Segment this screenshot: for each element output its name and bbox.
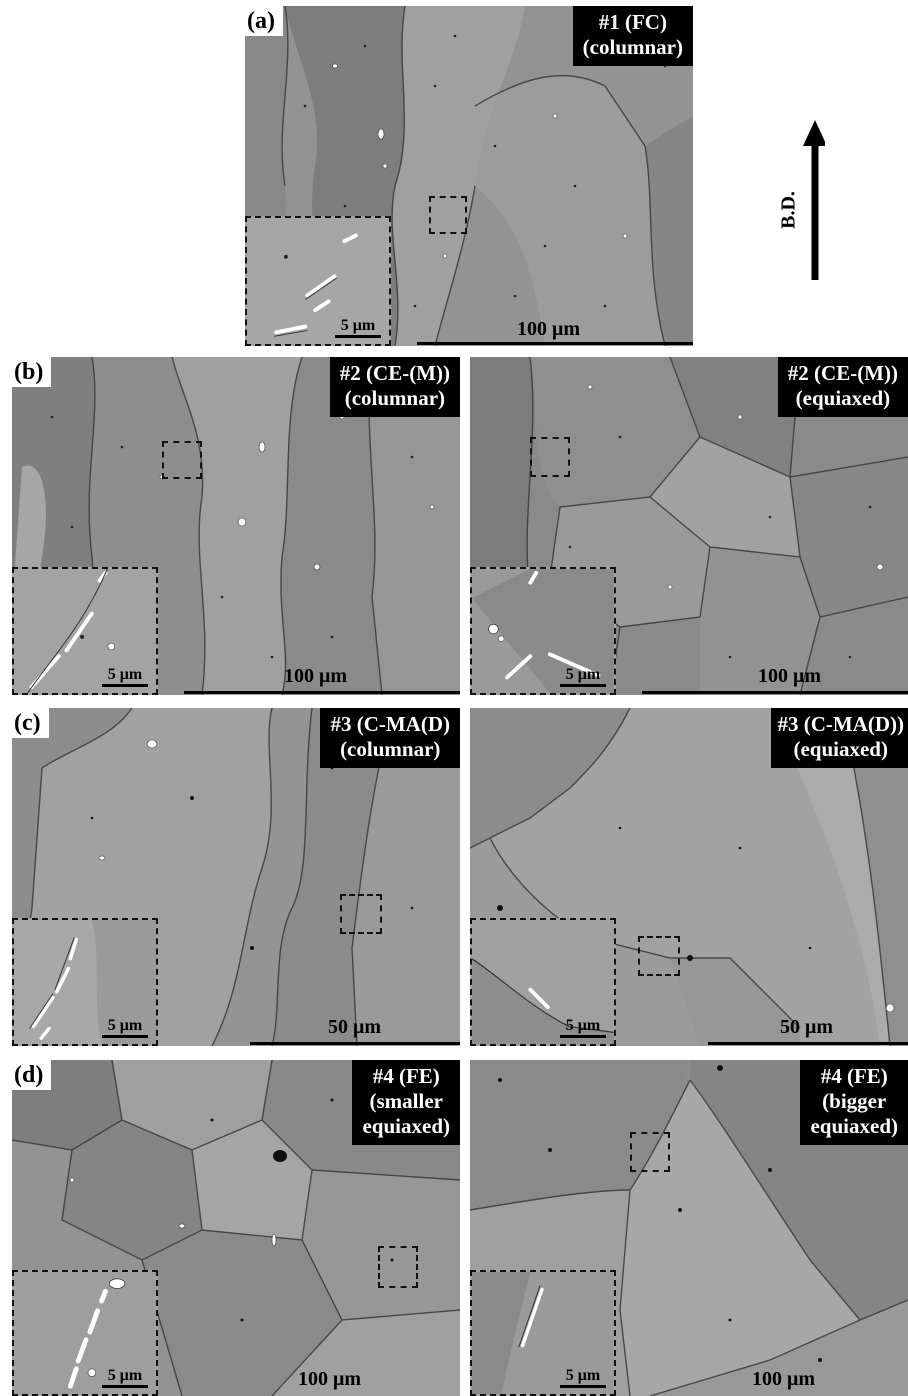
micrograph-image — [12, 357, 460, 695]
sample-label: #4 (FE) (smaller equiaxed) — [352, 1060, 460, 1145]
sample-label-line3: equiaxed) — [362, 1114, 450, 1138]
micrograph-panel-b-columnar: (b) #2 (CE-(M)) (columnar) 5 μm 100 μm — [12, 357, 460, 695]
scale-bar-text: 50 μm — [780, 1016, 833, 1038]
panel-letter: (c) — [12, 708, 49, 738]
micrograph-panel-b-equiaxed: #2 (CE-(M)) (equiaxed) 5 μm 100 μm — [470, 357, 908, 695]
sample-label-line2: (columnar) — [582, 35, 683, 59]
sample-label-line2: (equiaxed) — [793, 737, 888, 761]
inset-scale-text: 5 μm — [107, 666, 143, 683]
scale-bar-line — [642, 691, 908, 694]
sample-label: #3 (C-MA(D)) (equiaxed) — [771, 708, 908, 768]
region-of-interest-box — [630, 1132, 670, 1172]
inset-scale-text: 5 μm — [565, 666, 601, 683]
inset-scale-bar: 5 μm — [335, 318, 381, 338]
scale-bar-line — [417, 342, 693, 345]
region-of-interest-box — [530, 437, 570, 477]
sample-label-line1: #2 (CE-(M)) — [787, 361, 898, 385]
inset-scale-text: 5 μm — [565, 1017, 601, 1034]
region-of-interest-box — [340, 894, 382, 934]
magnified-inset: 5 μm — [12, 1270, 158, 1396]
scale-bar-text: 50 μm — [328, 1016, 381, 1038]
inset-scale-line — [335, 335, 381, 338]
inset-scale-line — [560, 1385, 606, 1388]
inset-scale-bar: 5 μm — [102, 1018, 148, 1038]
magnified-inset: 5 μm — [12, 918, 158, 1046]
magnified-inset: 5 μm — [470, 1270, 616, 1396]
sample-label-line2: (equiaxed) — [795, 386, 891, 410]
micrograph-panel-d-smaller-equiaxed: (d) #4 (FE) (smaller equiaxed) 5 μm 100 … — [12, 1060, 460, 1396]
micrograph-panel-c-columnar: (c) #3 (C-MA(D) (columnar) 5 μm 50 μm — [12, 708, 460, 1046]
scale-bar-line — [184, 691, 460, 694]
micrograph-panel-d-bigger-equiaxed: #4 (FE) (bigger equiaxed) 5 μm 100 μm — [470, 1060, 908, 1396]
inset-scale-line — [560, 1035, 606, 1038]
inset-scale-line — [102, 1385, 148, 1388]
sample-label: #2 (CE-(M)) (columnar) — [329, 357, 460, 417]
region-of-interest-box — [378, 1246, 418, 1288]
panel-letter: (b) — [12, 357, 52, 387]
sample-label-line2: (columnar) — [340, 737, 441, 761]
sample-label-line1: #1 (FC) — [598, 10, 667, 34]
inset-scale-bar: 5 μm — [102, 667, 148, 687]
magnified-inset: 5 μm — [245, 216, 391, 346]
inset-scale-bar: 5 μm — [560, 1018, 606, 1038]
magnified-inset: 5 μm — [12, 567, 158, 695]
inset-scale-bar: 5 μm — [560, 667, 606, 687]
sample-label-line2: (columnar) — [344, 386, 446, 410]
sample-label-line1: #2 (CE-(M)) — [339, 361, 450, 385]
micrograph-panel-a: (a) #1 (FC) (columnar) 5 μm 100 μm — [245, 6, 693, 346]
inset-scale-line — [102, 684, 148, 687]
sample-label-line1: #4 (FE) — [820, 1064, 888, 1088]
magnified-inset: 5 μm — [470, 567, 616, 695]
sample-label: #1 (FC) (columnar) — [572, 6, 693, 66]
sample-label-line1: #3 (C-MA(D) — [330, 712, 450, 736]
inset-scale-bar: 5 μm — [560, 1368, 606, 1388]
micrograph-panel-c-equiaxed: #3 (C-MA(D)) (equiaxed) 5 μm 50 μm — [470, 708, 908, 1046]
build-direction-text: B.D. — [777, 191, 800, 229]
magnified-inset: 5 μm — [470, 918, 616, 1046]
scale-bar-text: 100 μm — [517, 318, 580, 340]
scale-bar-line — [708, 1042, 908, 1045]
region-of-interest-box — [638, 936, 680, 976]
scale-bar-text: 100 μm — [752, 1368, 815, 1390]
inset-scale-text: 5 μm — [107, 1367, 143, 1384]
inset-scale-line — [102, 1035, 148, 1038]
inset-scale-text: 5 μm — [107, 1017, 143, 1034]
sample-label-line1: #3 (C-MA(D)) — [777, 712, 904, 736]
panel-letter: (d) — [12, 1060, 52, 1090]
sample-label: #2 (CE-(M)) (equiaxed) — [777, 357, 908, 417]
sample-label-line1: #4 (FE) — [372, 1064, 440, 1088]
region-of-interest-box — [162, 441, 202, 479]
panel-letter: (a) — [245, 6, 283, 36]
sample-label-line2: (bigger — [822, 1089, 887, 1113]
sample-label: #3 (C-MA(D) (columnar) — [320, 708, 460, 768]
inset-scale-text: 5 μm — [565, 1367, 601, 1384]
scale-bar-text: 100 μm — [284, 665, 347, 687]
sample-label-line2: (smaller — [369, 1089, 443, 1113]
scale-bar-text: 100 μm — [758, 665, 821, 687]
region-of-interest-box — [429, 196, 467, 234]
sample-label: #4 (FE) (bigger equiaxed) — [800, 1060, 908, 1145]
sample-label-line3: equiaxed) — [810, 1114, 898, 1138]
build-direction-arrow-icon — [803, 120, 825, 280]
inset-scale-bar: 5 μm — [102, 1368, 148, 1388]
scale-bar-line — [250, 1042, 460, 1045]
scale-bar-text: 100 μm — [298, 1368, 361, 1390]
inset-scale-text: 5 μm — [340, 317, 376, 334]
inset-scale-line — [560, 684, 606, 687]
build-direction-label: B.D. — [774, 180, 804, 240]
